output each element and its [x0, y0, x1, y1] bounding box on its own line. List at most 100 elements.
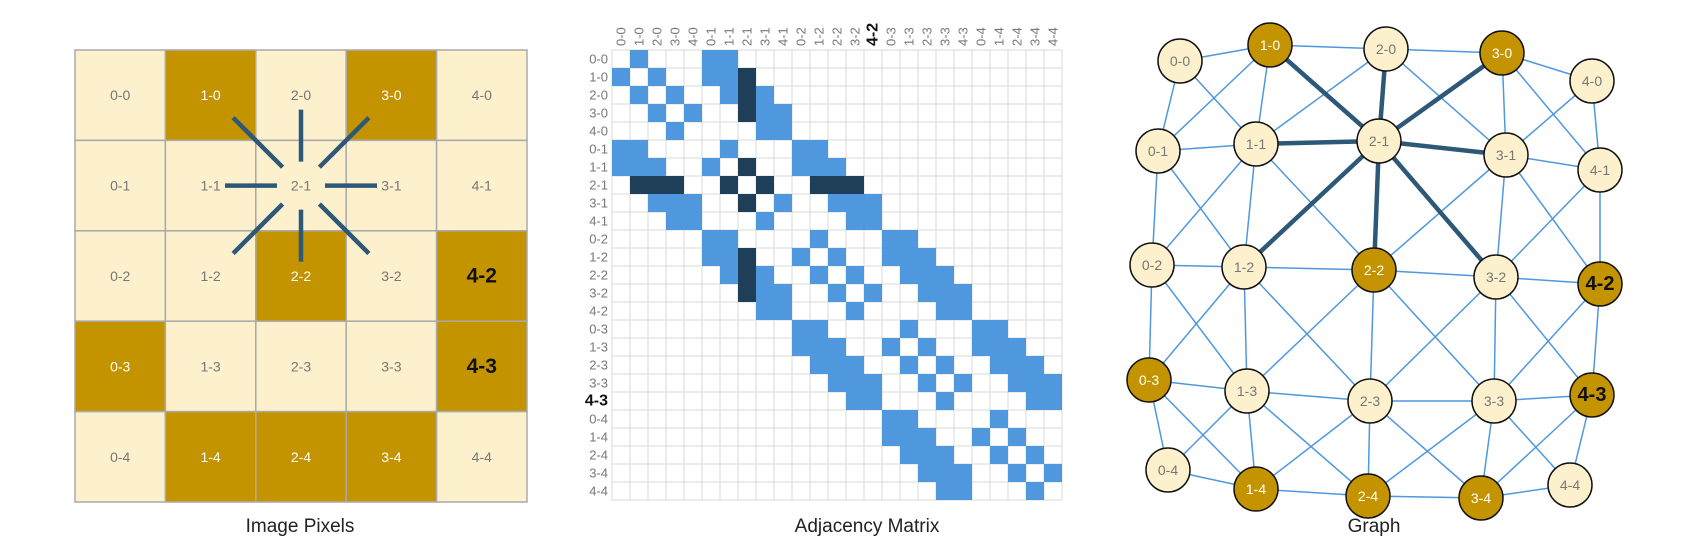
pixel-label: 2-3 [291, 358, 311, 374]
matrix-cell [702, 230, 720, 248]
pixel-grid: 0-0 1-0 2-0 3-0 4-0 0-1 1-1 2-1 3-1 4-1 0-2 1-2 2-2 3… [74, 49, 528, 503]
matrix-cell [864, 392, 882, 410]
adjacency-matrix: 0-00-01-01-02-02-03-03-04-04-00-10-11-11… [585, 23, 1063, 501]
graph-edge [1246, 269, 1375, 392]
matrix-cell [792, 158, 810, 176]
matrix-column-label: 2-2 [830, 27, 845, 46]
matrix-cell [846, 392, 864, 410]
pixel-cell [345, 320, 438, 413]
graph-node [1224, 368, 1270, 414]
matrix-cell [1008, 374, 1026, 392]
matrix-row-label: 4-4 [589, 484, 608, 499]
matrix-row-label: 2-2 [589, 268, 608, 283]
matrix-row-label: 0-4 [589, 412, 608, 427]
graph-node [1145, 447, 1191, 493]
matrix-row-label: 1-2 [589, 250, 608, 265]
matrix-cell [720, 140, 738, 158]
matrix-cell [630, 140, 648, 158]
graph-node [1547, 462, 1593, 508]
matrix-row-label: 1-4 [589, 430, 608, 445]
matrix-cell [666, 212, 684, 230]
matrix-cell [1044, 374, 1062, 392]
pixel-label: 4-2 [467, 265, 497, 288]
matrix-cell [954, 482, 972, 500]
matrix-row-label: 0-3 [589, 322, 608, 337]
matrix-cell [612, 68, 630, 86]
matrix-cell [828, 158, 846, 176]
matrix-cell [666, 176, 684, 194]
pixel-label: 0-0 [110, 87, 130, 103]
matrix-cell [846, 212, 864, 230]
matrix-column-label: 3-0 [668, 27, 683, 46]
graph-edge [1157, 44, 1271, 152]
matrix-cell [900, 446, 918, 464]
graph-edge-highlighted [1377, 139, 1498, 279]
matrix-cell [756, 302, 774, 320]
graph-node [1351, 247, 1397, 293]
pixel-label: 2-2 [291, 268, 311, 284]
graph-node-label: 1-3 [1237, 383, 1257, 399]
graph-node-label: 4-0 [1582, 73, 1602, 89]
graph-edge [1367, 400, 1495, 497]
matrix-cell [738, 68, 756, 86]
matrix-cell [864, 194, 882, 212]
matrix-column-label: 1-3 [902, 27, 917, 46]
pixel-cell [74, 320, 167, 413]
graph-node [1577, 147, 1623, 193]
graph-node-label: 0-2 [1142, 257, 1162, 273]
matrix-cell [828, 338, 846, 356]
matrix-cell [972, 428, 990, 446]
matrix-column-label: 0-2 [794, 27, 809, 46]
matrix-cell [792, 320, 810, 338]
matrix-cell [630, 158, 648, 176]
graph-node-label: 0-4 [1158, 462, 1178, 478]
matrix-cell [810, 266, 828, 284]
matrix-row-label: 1-0 [589, 70, 608, 85]
pixel-cell [74, 139, 167, 232]
matrix-row-label: 2-0 [589, 88, 608, 103]
matrix-row-label: 2-3 [589, 358, 608, 373]
graph-node [1473, 254, 1519, 300]
adjacency-matrix-caption: Adjacency Matrix [794, 516, 940, 537]
matrix-cell [936, 266, 954, 284]
graph-node [1479, 30, 1525, 76]
matrix-cell [1008, 428, 1026, 446]
matrix-cell [882, 230, 900, 248]
graph-edge [1495, 276, 1593, 396]
graph-node [1135, 128, 1181, 174]
graph-node [1233, 466, 1279, 512]
matrix-cell [990, 338, 1008, 356]
matrix-column-label: 0-3 [884, 27, 899, 46]
matrix-cell [954, 374, 972, 392]
matrix-cell [738, 158, 756, 176]
matrix-cell [846, 176, 864, 194]
matrix-cell [918, 446, 936, 464]
matrix-column-label: 3-4 [1028, 27, 1043, 46]
matrix-cell [792, 248, 810, 266]
graph-edge-highlighted [1242, 139, 1381, 269]
graph-node-label: 3-3 [1484, 393, 1504, 409]
matrix-cell [648, 158, 666, 176]
pixel-label: 1-0 [200, 87, 220, 103]
graph-node-label: 0-3 [1139, 372, 1159, 388]
matrix-column-label: 3-1 [758, 27, 773, 46]
matrix-column-label: 2-3 [920, 27, 935, 46]
graph-node [1483, 132, 1529, 178]
matrix-row-label: 4-3 [585, 393, 608, 410]
matrix-cell [774, 284, 792, 302]
matrix-row-label: 3-4 [589, 466, 608, 481]
graph-edge-highlighted [1268, 43, 1381, 143]
graph-node-label: 3-1 [1496, 147, 1516, 163]
matrix-cell [900, 410, 918, 428]
matrix-cell [1026, 356, 1044, 374]
matrix-column-label: 2-1 [740, 27, 755, 46]
matrix-cell [630, 176, 648, 194]
matrix-cell [918, 464, 936, 482]
graph-edge [1501, 52, 1601, 171]
matrix-cell [882, 428, 900, 446]
matrix-cell [972, 338, 990, 356]
matrix-row-label: 0-1 [589, 142, 608, 157]
matrix-cell [1026, 482, 1044, 500]
matrix-cell [720, 248, 738, 266]
graph-edge [1505, 154, 1601, 285]
